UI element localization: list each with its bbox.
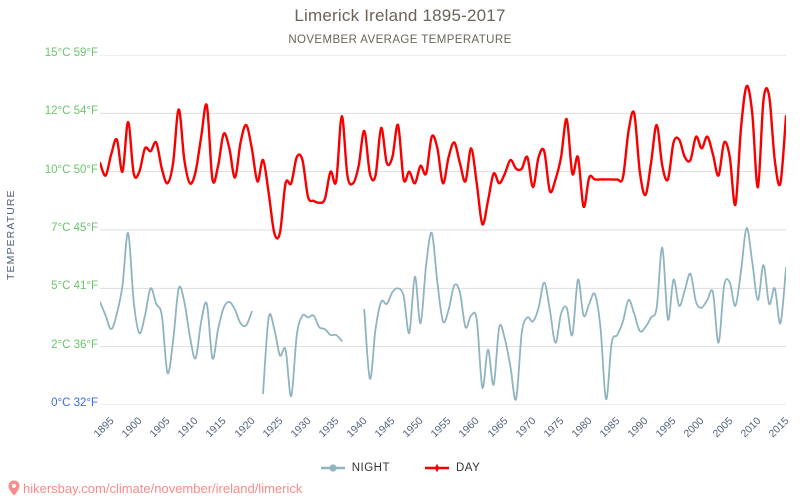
y-tick-label: 5°C 41°F (51, 280, 98, 293)
x-tick-label: 1950 (400, 415, 426, 441)
x-tick-label: 1995 (653, 415, 679, 441)
x-tick-label: 1945 (372, 415, 398, 441)
x-tick-label: 1925 (260, 415, 286, 441)
night-line-swatch-icon (320, 464, 345, 472)
page-title: Limerick Ireland 1895-2017 (294, 6, 506, 25)
gridlines (100, 55, 786, 405)
series-lines (100, 84, 786, 401)
x-tick-label: 2015 (766, 415, 792, 441)
x-tick-label: 1920 (232, 415, 258, 441)
x-tick-label: 1915 (203, 415, 229, 441)
x-tick-label: 1990 (625, 415, 651, 441)
x-tick-label: 1940 (344, 415, 370, 441)
footer-watermark[interactable]: hikersbay.com/climate/november/ireland/l… (8, 480, 302, 496)
series-line-day (100, 84, 786, 240)
series-line-night (100, 232, 253, 375)
chart-plot-area (100, 55, 786, 405)
map-pin-icon (8, 480, 20, 496)
x-tick-label: 1975 (541, 415, 567, 441)
x-tick-label: 2000 (681, 415, 707, 441)
x-tick-label: 2010 (738, 415, 764, 441)
y-tick-label: 15°C 59°F (44, 47, 98, 59)
x-tick-label: 1980 (569, 415, 595, 441)
x-tick-label: 1910 (175, 415, 201, 441)
legend-item-day[interactable]: DAY (424, 462, 480, 474)
x-tick-label: 1955 (428, 415, 454, 441)
legend-item-night[interactable]: NIGHT (320, 462, 390, 474)
chart-legend: NIGHT DAY (0, 462, 800, 474)
x-tick-label: 1935 (316, 415, 342, 441)
series-line-night (363, 227, 786, 401)
y-tick-label: 2°C 36°F (51, 338, 98, 351)
x-tick-label: 1905 (147, 415, 173, 441)
day-line-swatch-icon (424, 463, 449, 473)
x-tick-label: 1965 (485, 415, 511, 441)
x-tick-label: 1930 (288, 415, 314, 441)
x-tick-label: 1970 (513, 415, 539, 441)
chart-subtitle: NOVEMBER AVERAGE TEMPERATURE (288, 34, 512, 46)
legend-label-night: NIGHT (351, 462, 390, 474)
legend-label-day: DAY (455, 462, 481, 474)
y-tick-label: 10°C 50°F (44, 163, 98, 176)
footer-url: hikersbay.com/climate/november/ireland/l… (23, 480, 303, 496)
y-tick-label: 7°C 45°F (51, 222, 98, 234)
x-tick-label: 2005 (709, 415, 736, 441)
series-line-night (262, 313, 343, 398)
x-tick-label: 1985 (597, 415, 623, 441)
x-tick-label: 1900 (119, 415, 145, 441)
y-tick-label: 0°C 32°F (51, 397, 98, 409)
x-tick-label: 1960 (456, 415, 482, 441)
y-axis-tick-labels: 15°C 59°F 12°C 54°F 10°C 50°F 7°C 45°F 5°C 4… (0, 0, 98, 500)
y-tick-label: 12°C 54°F (44, 105, 98, 118)
